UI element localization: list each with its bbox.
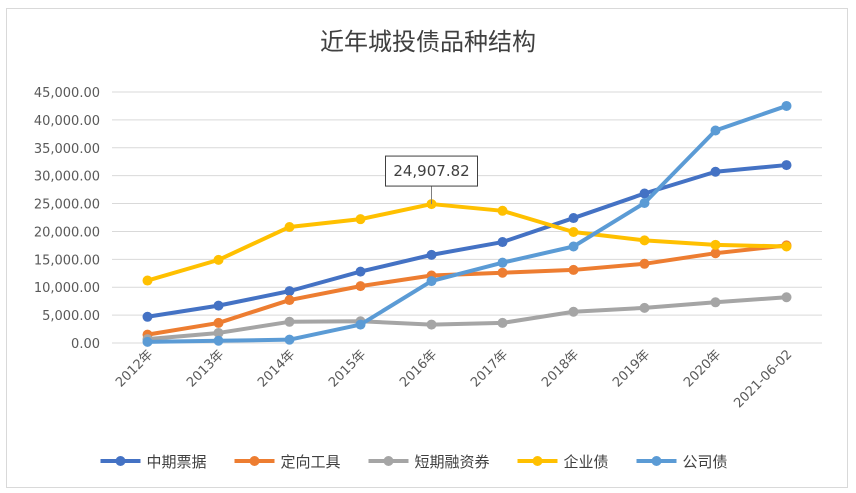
data-point [142,311,153,322]
y-tick-label: 35,000.00 [34,142,100,157]
legend-label: 公司债 [683,453,728,471]
series-line [145,103,789,344]
data-point [639,235,650,246]
y-tick-label: 15,000.00 [34,253,100,268]
data-point [284,221,295,232]
data-point [284,286,295,297]
data-point [568,241,579,252]
x-tick-label: 2019年 [610,347,653,390]
data-point [639,197,650,208]
legend-swatch-marker [249,456,260,466]
x-tick-label: 2018年 [539,347,582,390]
y-tick-label: 25,000.00 [34,198,100,213]
data-point [568,213,579,224]
data-point [710,125,721,136]
data-point [355,214,366,225]
x-tick-label: 2020年 [681,347,724,390]
legend-item: 企业债 [517,453,609,471]
data-point [710,239,721,250]
callout-box [385,155,478,187]
data-point [142,275,153,286]
data-point [213,254,224,265]
data-point [284,295,295,306]
x-tick-label: 2013年 [184,347,227,390]
data-point [284,316,295,327]
data-point [213,317,224,328]
legend-item: 中期票据 [100,453,207,471]
data-point [781,292,792,303]
data-point [355,319,366,330]
x-tick-label: 2021-06-02 [731,347,795,411]
y-tick-label: 40,000.00 [34,114,100,129]
series-line [145,202,789,283]
data-point [426,276,437,287]
data-point [710,248,721,259]
data-point [497,267,508,278]
legend-label: 短期融资券 [415,453,490,471]
data-point [213,335,224,346]
legend-swatch-marker [115,456,126,466]
legend-swatch-marker [651,456,662,466]
data-point [568,306,579,317]
data-point [142,336,153,347]
series-line [145,243,789,337]
data-point [568,264,579,275]
legend-label: 企业债 [564,453,609,471]
series-定向工具 [142,240,792,340]
x-tick-label: 2015年 [326,347,369,390]
y-axis-ticks: 0.00 5,000.00 10,000.00 15,000.00 20,000.00 2… [34,86,100,352]
data-point [781,160,792,171]
data-point [284,334,295,345]
data-point [213,300,224,311]
x-tick-label: 2012年 [113,347,156,390]
data-point [426,319,437,330]
data-point [355,281,366,292]
data-point [639,188,650,199]
data-point [497,237,508,248]
x-tick-label: 2016年 [397,347,440,390]
data-point [781,100,792,111]
x-tick-label: 2017年 [468,347,511,390]
data-point [639,302,650,313]
series-企业债 [142,199,792,286]
series-中期票据 [142,160,792,322]
data-point [568,227,579,238]
data-point [213,327,224,338]
chart-title: 近年城投债品种结构 [320,28,536,56]
y-tick-label: 30,000.00 [34,170,100,185]
x-tick-label: 2014年 [255,347,298,390]
data-point [497,257,508,268]
data-point [710,166,721,177]
series-公司债 [142,100,792,347]
data-callout: 24,907.82 [385,155,478,205]
data-point [639,258,650,269]
legend-item: 公司债 [636,453,728,471]
data-point [497,205,508,216]
y-tick-label: 45,000.00 [34,86,100,101]
data-point [426,249,437,260]
y-tick-label: 5,000.00 [42,309,100,324]
data-point [710,297,721,308]
y-tick-label: 0.00 [71,337,100,352]
y-tick-label: 10,000.00 [34,281,100,296]
legend-label: 定向工具 [281,453,341,471]
series-line [145,163,789,319]
legend-item: 定向工具 [234,453,341,471]
data-point [355,266,366,277]
data-point [497,317,508,328]
legend-item: 短期融资券 [368,453,490,471]
legend-swatch-marker [532,456,543,466]
y-tick-label: 20,000.00 [34,225,100,240]
legend-swatch-marker [383,456,394,466]
chart-frame [6,8,848,488]
data-point [781,241,792,252]
series-line [145,295,789,342]
callout-label: 24,907.82 [393,162,469,180]
legend-label: 中期票据 [147,453,207,471]
series-lines [142,100,792,347]
legend: 中期票据 定向工具 短期融资券 企业债 公司债 [100,453,728,471]
x-axis-ticks: 2012年 2013年 2014年 2015年 2016年 2017年 2018年 2019年… [113,347,795,411]
